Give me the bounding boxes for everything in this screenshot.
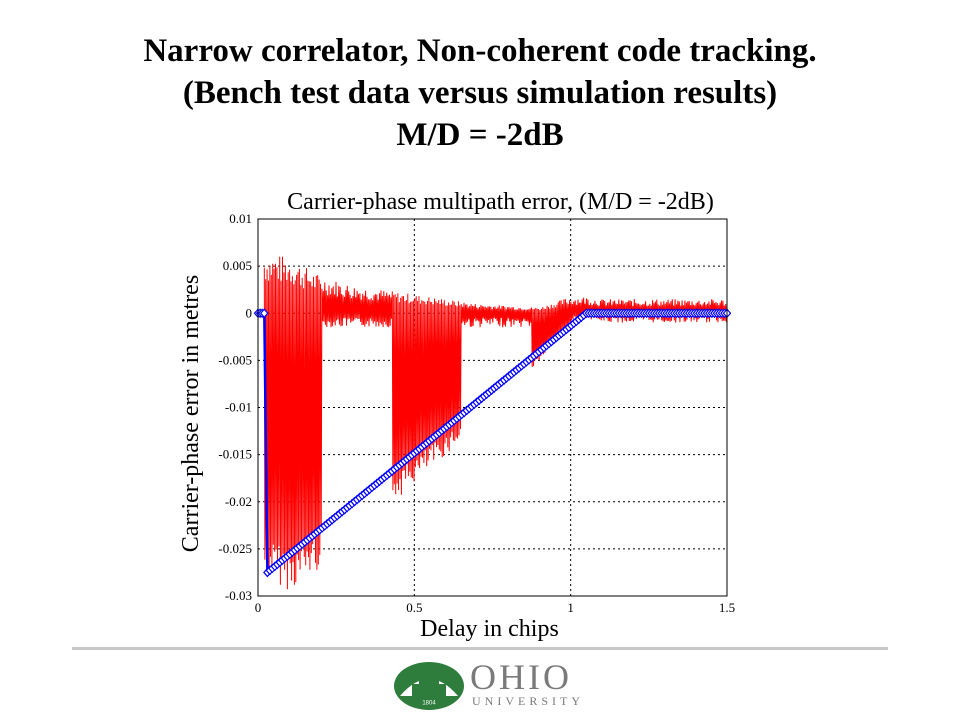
y-tick-label: -0.01: [225, 400, 252, 415]
chart-title: Carrier-phase multipath error, (M/D = -2…: [287, 189, 714, 215]
y-tick-label: -0.005: [218, 352, 252, 367]
x-axis-label: Delay in chips: [420, 616, 559, 642]
plot-frame: [257, 218, 728, 597]
x-tick-label: 0.5: [406, 600, 422, 615]
slide-title: Narrow correlator, Non-coherent code tra…: [0, 30, 960, 156]
logo-subtitle: UNIVERSITY: [472, 694, 584, 708]
bench-test-series: [263, 256, 727, 590]
university-seal-icon: 1804: [394, 662, 464, 710]
simulation-marker: [259, 308, 269, 319]
y-tick-label: 0: [246, 305, 253, 320]
slide-title-line-1: Narrow correlator, Non-coherent code tra…: [143, 33, 817, 69]
seal-year: 1804: [422, 701, 436, 707]
axis-ticks: 0 0.5 1 1.5 0.01 0.005 0 -0.005 -0.01 -0.015 -0.02…: [218, 211, 735, 615]
y-tick-label: -0.015: [218, 447, 252, 462]
grid: [258, 219, 727, 596]
simulation-series: [253, 308, 732, 578]
x-tick-label: 0: [255, 600, 262, 615]
logo-wordmark: OHIO: [470, 657, 572, 697]
y-tick-label: -0.025: [218, 541, 252, 556]
y-tick-label: 0.005: [223, 258, 252, 273]
slide-title-line-2: (Bench test data versus simulation resul…: [182, 75, 778, 111]
y-tick-label: -0.02: [225, 494, 252, 509]
x-tick-label: 1.5: [719, 600, 735, 615]
bench-test-line: [263, 256, 727, 590]
x-tick-label: 1: [567, 600, 574, 615]
simulation-line: [258, 312, 727, 576]
y-axis-label: Carrier-phase error in metres: [178, 275, 204, 552]
y-tick-label: 0.01: [229, 211, 252, 226]
footer-divider: [72, 647, 888, 650]
ohio-university-logo: 1804 OHIO UNIVERSITY: [392, 656, 582, 712]
slide-title-line-3: M/D = -2dB: [396, 117, 564, 153]
y-tick-label: -0.03: [225, 588, 252, 603]
